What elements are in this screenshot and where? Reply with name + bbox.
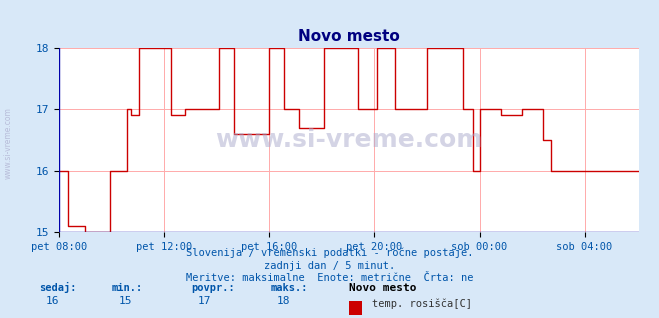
Text: Slovenija / vremenski podatki - ročne postaje.: Slovenija / vremenski podatki - ročne po… [186, 247, 473, 258]
Text: Meritve: maksimalne  Enote: metrične  Črta: ne: Meritve: maksimalne Enote: metrične Črta… [186, 273, 473, 283]
Text: min.:: min.: [112, 283, 143, 293]
Text: povpr.:: povpr.: [191, 283, 235, 293]
Text: temp. rosišča[C]: temp. rosišča[C] [372, 298, 473, 309]
Text: 16: 16 [46, 296, 59, 306]
Text: zadnji dan / 5 minut.: zadnji dan / 5 minut. [264, 261, 395, 271]
Text: www.si-vreme.com: www.si-vreme.com [3, 107, 13, 179]
Text: www.si-vreme.com: www.si-vreme.com [215, 128, 483, 152]
Text: 15: 15 [119, 296, 132, 306]
Text: 18: 18 [277, 296, 290, 306]
Text: 17: 17 [198, 296, 211, 306]
Text: maks.:: maks.: [270, 283, 308, 293]
Text: sedaj:: sedaj: [40, 282, 77, 293]
Text: Novo mesto: Novo mesto [349, 283, 416, 293]
Title: Novo mesto: Novo mesto [299, 29, 400, 44]
